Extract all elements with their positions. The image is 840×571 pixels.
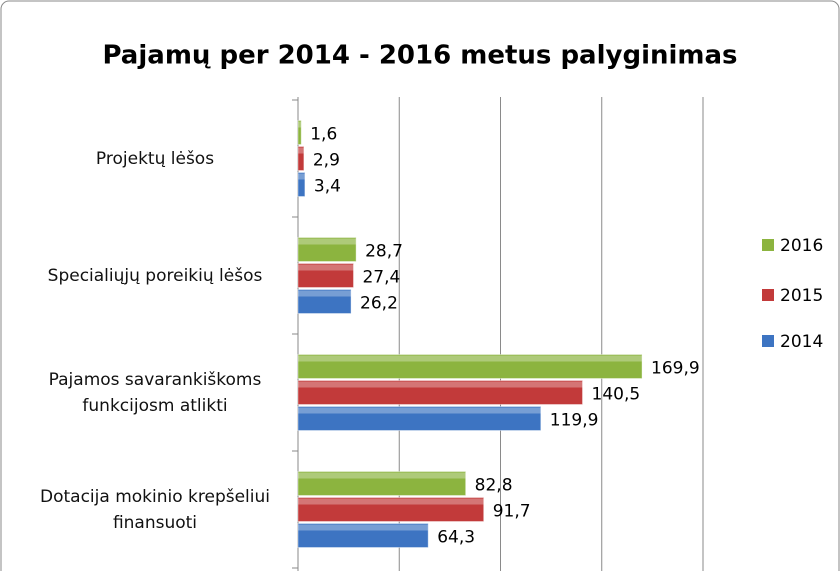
bar	[297, 406, 542, 431]
bar	[297, 263, 354, 288]
legend-label: 2015	[780, 286, 823, 306]
bar-shine	[298, 498, 484, 505]
legend-label: 2016	[780, 236, 823, 256]
bar-shine	[298, 264, 354, 271]
bar	[297, 146, 305, 171]
legend-label: 2014	[780, 332, 823, 352]
value-label: 119,9	[550, 411, 599, 431]
bar-shine	[298, 147, 304, 154]
chart-title: Pajamų per 2014 - 2016 metus palyginimas	[102, 41, 737, 71]
legend-swatch	[762, 289, 774, 301]
value-label: 91,7	[493, 502, 531, 522]
bar-shine	[298, 472, 466, 479]
bar-shine	[298, 173, 305, 180]
bar	[297, 120, 302, 145]
bar-shine	[298, 121, 302, 128]
bar-shine	[298, 381, 583, 388]
bar-shine	[298, 238, 357, 245]
bar-shine	[298, 524, 429, 531]
bar	[297, 380, 584, 405]
bar	[297, 289, 352, 314]
value-label: 169,9	[651, 359, 700, 379]
bar-shine	[298, 290, 352, 297]
legend-swatch	[762, 335, 774, 347]
value-label: 82,8	[475, 476, 513, 496]
bar-shine	[298, 407, 541, 414]
value-label: 27,4	[362, 268, 400, 288]
bar	[297, 523, 429, 548]
category-label: Projektų lėšos	[95, 148, 215, 169]
bar	[297, 172, 306, 197]
category-label: Specialiųjų poreikių lėšos	[47, 265, 263, 286]
value-label: 28,7	[365, 242, 403, 262]
legend-swatch	[762, 239, 774, 251]
value-label: 26,2	[360, 294, 398, 314]
bar	[297, 237, 357, 262]
bar-shine	[298, 355, 643, 362]
bar	[297, 354, 643, 379]
bar	[297, 471, 467, 496]
value-label: 1,6	[310, 125, 337, 145]
value-label: 2,9	[313, 151, 340, 171]
category-label: Dotacija mokinio krepšeliui finansuoti	[40, 486, 270, 533]
bar	[297, 497, 485, 522]
value-label: 140,5	[592, 385, 641, 405]
category-label: Pajamos savarankiškoms funkcijosm atlikt…	[48, 369, 262, 416]
value-label: 3,4	[314, 177, 341, 197]
value-label: 64,3	[437, 528, 475, 548]
